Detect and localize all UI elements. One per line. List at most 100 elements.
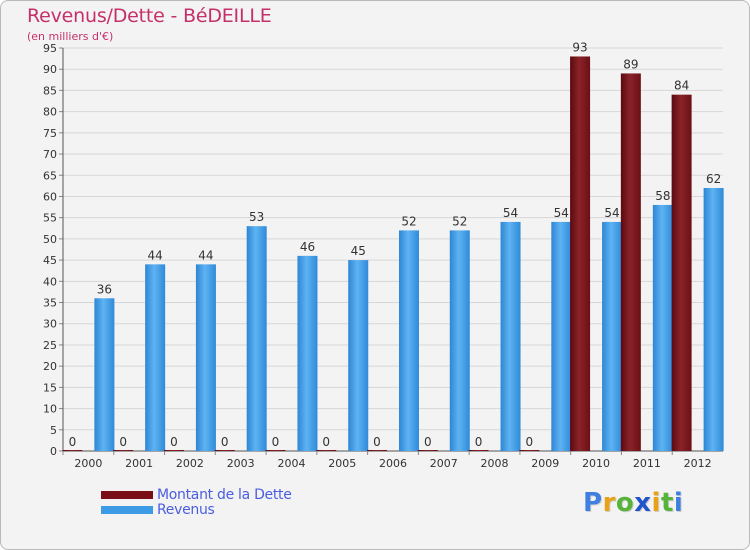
bar-revenus bbox=[348, 260, 369, 451]
y-tick-label: 50 bbox=[43, 233, 57, 246]
x-tick-label: 2012 bbox=[684, 457, 712, 470]
legend-item-revenus: Revenus bbox=[101, 501, 292, 518]
bar-revenus bbox=[551, 221, 572, 451]
data-label: 45 bbox=[351, 244, 366, 258]
logo-letter: P bbox=[583, 488, 603, 518]
bar-dette bbox=[265, 450, 286, 451]
logo-letter: i bbox=[651, 488, 661, 518]
legend-label-dette: Montant de la Dette bbox=[157, 486, 292, 503]
data-label: 44 bbox=[198, 248, 213, 262]
x-tick-label: 2009 bbox=[531, 457, 559, 470]
bar-dette bbox=[570, 56, 591, 451]
logo-letter: t bbox=[660, 488, 674, 518]
bar-dette bbox=[519, 450, 540, 451]
bar-dette bbox=[113, 450, 134, 451]
bar-revenus bbox=[399, 230, 419, 451]
x-tick-label: 2004 bbox=[277, 457, 305, 470]
y-tick-label: 70 bbox=[43, 148, 57, 161]
y-tick-label: 80 bbox=[43, 106, 57, 119]
data-label: 89 bbox=[623, 57, 638, 71]
y-tick-label: 75 bbox=[43, 127, 57, 140]
bar-revenus bbox=[297, 255, 318, 451]
bar-dette bbox=[620, 73, 641, 451]
logo-letter: r bbox=[602, 488, 616, 518]
data-label: 93 bbox=[572, 40, 587, 54]
y-tick-label: 55 bbox=[43, 212, 57, 225]
data-label: 54 bbox=[604, 206, 619, 220]
y-tick-label: 95 bbox=[43, 42, 57, 55]
logo-letter: i bbox=[673, 488, 684, 518]
y-tick-label: 90 bbox=[43, 63, 57, 76]
bar-revenus bbox=[703, 187, 724, 451]
y-tick-label: 85 bbox=[43, 84, 57, 97]
data-label: 0 bbox=[119, 435, 127, 449]
y-tick-label: 30 bbox=[43, 318, 57, 331]
bar-revenus bbox=[500, 221, 521, 451]
bar-dette bbox=[367, 450, 387, 451]
x-tick-label: 2003 bbox=[227, 457, 255, 470]
bar-dette bbox=[417, 450, 438, 451]
data-label: 0 bbox=[170, 435, 178, 449]
data-label: 0 bbox=[475, 435, 483, 449]
x-tick-label: 2000 bbox=[74, 457, 102, 470]
data-label: 44 bbox=[148, 248, 163, 262]
bar-dette bbox=[468, 450, 489, 451]
bar-dette bbox=[214, 450, 235, 451]
x-tick-label: 2007 bbox=[430, 457, 458, 470]
data-label: 84 bbox=[674, 79, 689, 93]
data-label: 46 bbox=[300, 240, 315, 254]
data-label: 0 bbox=[221, 435, 229, 449]
legend: Montant de la Dette Revenus bbox=[101, 486, 292, 518]
y-tick-label: 25 bbox=[43, 339, 57, 352]
data-label: 54 bbox=[503, 206, 518, 220]
logo-letter: x bbox=[634, 488, 652, 518]
bar-dette bbox=[163, 450, 184, 451]
y-tick-label: 60 bbox=[43, 190, 57, 203]
x-tick-label: 2006 bbox=[379, 457, 407, 470]
bar-revenus bbox=[94, 298, 115, 451]
logo-letter: o bbox=[615, 488, 635, 518]
bar-revenus bbox=[195, 264, 216, 451]
y-tick-label: 40 bbox=[43, 275, 57, 288]
y-tick-label: 35 bbox=[43, 297, 57, 310]
data-label: 0 bbox=[322, 435, 330, 449]
bar-dette bbox=[671, 94, 692, 452]
legend-item-dette: Montant de la Dette bbox=[101, 486, 292, 503]
data-label: 0 bbox=[69, 435, 77, 449]
bar-revenus bbox=[145, 264, 166, 451]
bar-revenus bbox=[602, 221, 623, 451]
legend-label-revenus: Revenus bbox=[157, 501, 215, 518]
x-tick-label: 2010 bbox=[582, 457, 610, 470]
bar-dette bbox=[62, 450, 83, 451]
data-label: 0 bbox=[424, 435, 432, 449]
legend-swatch-revenus bbox=[101, 505, 153, 514]
bar-revenus bbox=[449, 230, 470, 451]
y-tick-label: 15 bbox=[43, 381, 57, 394]
data-label: 58 bbox=[655, 189, 670, 203]
data-label: 53 bbox=[249, 210, 264, 224]
x-tick-label: 2008 bbox=[481, 457, 509, 470]
legend-swatch-dette bbox=[101, 490, 153, 499]
y-tick-label: 45 bbox=[43, 254, 57, 267]
y-tick-label: 20 bbox=[43, 360, 57, 373]
data-label: 0 bbox=[525, 435, 533, 449]
x-tick-label: 2001 bbox=[125, 457, 153, 470]
x-tick-label: 2005 bbox=[328, 457, 356, 470]
chart-subtitle: (en milliers d'€) bbox=[27, 30, 114, 43]
data-label: 52 bbox=[452, 214, 467, 228]
data-label: 0 bbox=[373, 435, 381, 449]
bar-revenus bbox=[246, 226, 267, 451]
y-tick-label: 0 bbox=[50, 445, 57, 458]
proxiti-logo: Proxiti bbox=[583, 488, 683, 518]
data-label: 36 bbox=[97, 282, 112, 296]
x-tick-label: 2002 bbox=[176, 457, 204, 470]
y-tick-label: 65 bbox=[43, 169, 57, 182]
data-label: 0 bbox=[272, 435, 280, 449]
chart-title: Revenus/Dette - BéDEILLE bbox=[27, 5, 272, 27]
data-label: 62 bbox=[706, 172, 721, 186]
data-label: 54 bbox=[554, 206, 569, 220]
data-label: 52 bbox=[401, 214, 416, 228]
x-tick-label: 2011 bbox=[633, 457, 661, 470]
